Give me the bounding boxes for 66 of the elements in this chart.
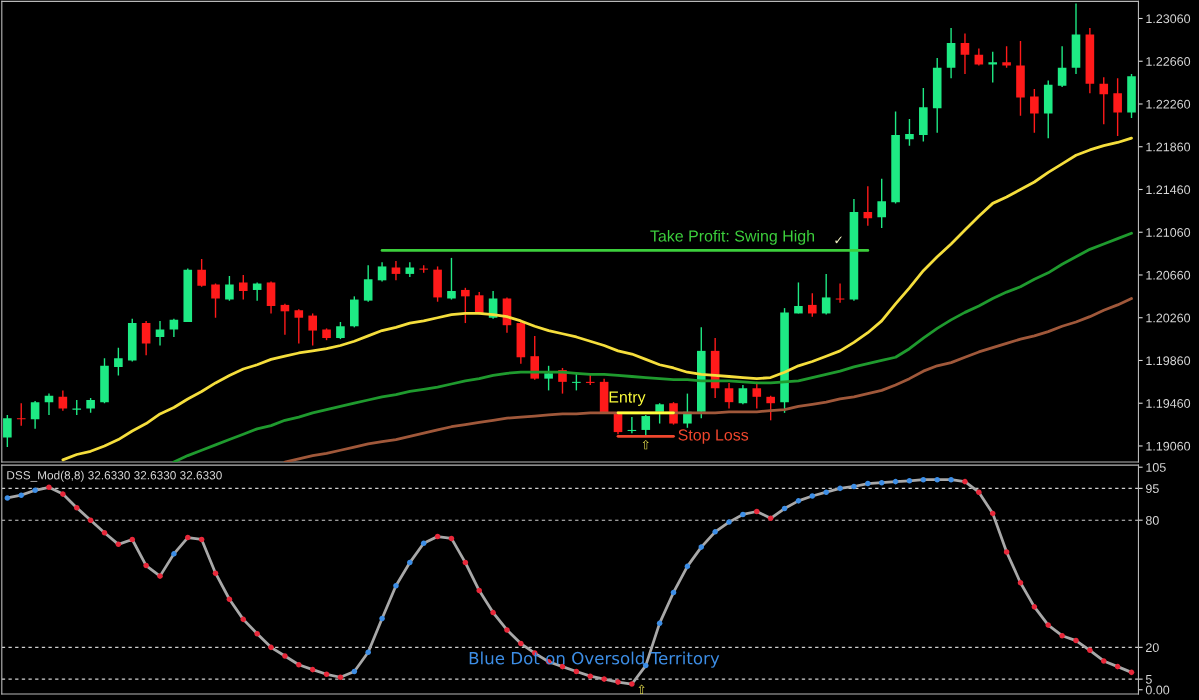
candlestick [266,280,276,315]
y-tick-label: 1.19060 [1146,441,1191,451]
y-tick-label: 105 [1146,463,1166,472]
candlestick [738,384,748,405]
series-label: Take Profit: Swing High [650,229,815,245]
candlestick [905,118,914,147]
annotation: ✓ [835,236,842,244]
candlestick [308,312,317,347]
annotation: ⇧ [642,439,649,450]
candlestick [16,402,26,427]
line-series [172,231,1133,462]
y-tick-label: 20 [1146,643,1159,652]
line-series [61,136,1133,462]
candlestick [1030,88,1039,134]
candlestick [1002,45,1011,69]
y-tick-label: 1.22660 [1146,57,1191,66]
candlestick [960,32,970,75]
candlestick [377,261,387,283]
series-label: Stop Loss [678,429,749,444]
candlestick [294,308,304,345]
y-tick-label: 95 [1145,484,1159,494]
candlestick [530,335,540,381]
y-tick-label: 5 [1145,675,1152,684]
annotation: ⇧ [638,684,645,694]
candlestick [808,292,817,318]
candlestick [30,400,40,430]
chart-title: DSS_Mod(8,8) 32.6330 32.6330 32.6330 [7,470,222,482]
candlestick [752,381,762,410]
y-tick-label: 1.22260 [1146,99,1191,109]
y-tick-label: 1.23060 [1146,14,1191,24]
candlestick [988,50,998,84]
y-tick-label: 1.20660 [1146,270,1191,280]
candlestick [641,414,651,436]
candlestick [447,257,456,301]
candlestick [114,346,123,377]
candlestick [1113,77,1122,137]
candlestick [724,382,734,410]
candlestick [1057,45,1067,88]
candlestick [835,282,845,304]
y-tick-label: 1.21860 [1146,142,1191,152]
candlestick [877,178,886,229]
candlestick [197,258,206,288]
y-tick-label: 80 [1145,515,1159,525]
candlestick [544,365,553,392]
candlestick [821,273,831,316]
candlestick [766,395,775,422]
annotation: Blue Dot on Oversold Territory [469,651,720,668]
candlestick [794,281,803,315]
candlestick [58,389,68,412]
y-tick-label: 1.19860 [1146,356,1191,366]
y-tick-label: 1.19460 [1146,399,1191,408]
y-tick-label: 0.00 [1145,685,1170,695]
y-tick-label: 1.21460 [1146,185,1191,195]
series-label: Entry [609,391,646,406]
candlestick [155,320,165,347]
y-tick-label: 1.20260 [1146,313,1191,323]
line-series [283,297,1133,462]
candlestick [363,264,373,303]
candlestick [141,320,151,356]
candlestick [3,414,12,448]
candlestick [1099,76,1109,125]
candlestick [211,282,220,319]
candlestick [225,275,234,302]
candlestick [238,274,248,301]
y-tick-label: 1.21060 [1146,228,1191,237]
candlestick [461,287,470,324]
